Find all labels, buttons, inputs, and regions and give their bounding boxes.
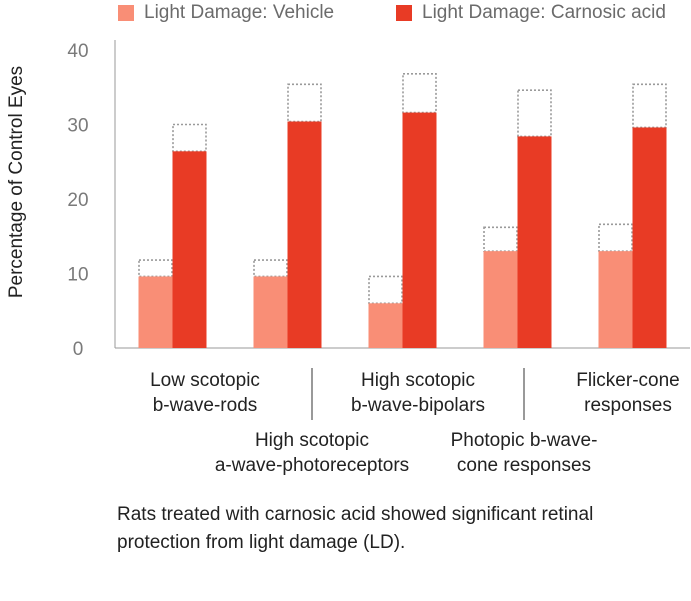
category-label-4-line1: Flicker-cone bbox=[576, 370, 680, 391]
error-box-s1-c0 bbox=[172, 123, 207, 153]
y-tick-label-0: 0 bbox=[73, 339, 84, 360]
bar-s0-c4 bbox=[598, 251, 633, 348]
category-label-2-line1: High scotopic bbox=[360, 370, 476, 391]
chart-caption: Rats treated with carnosic acid showed s… bbox=[117, 501, 677, 557]
bar-s1-c1 bbox=[287, 121, 322, 349]
category-label-4: Flicker-cone responses bbox=[576, 368, 679, 418]
y-axis-title: Percentage of Control Eyes bbox=[6, 66, 27, 298]
error-box-s0-c1 bbox=[253, 259, 288, 278]
caption-line-1: Rats treated with carnosic acid showed s… bbox=[117, 504, 594, 525]
category-label-0-line2: b-wave-rods bbox=[152, 395, 258, 416]
bar-s0-c0 bbox=[138, 276, 173, 348]
legend-swatch-carnosic-acid bbox=[396, 5, 412, 21]
error-box-s0-c0 bbox=[138, 259, 173, 278]
error-box-s1-c3 bbox=[517, 89, 552, 138]
category-label-1-line1: High scotopic bbox=[254, 430, 370, 451]
bar-s0-c2 bbox=[368, 303, 403, 348]
bar-s0-c1 bbox=[253, 276, 288, 348]
bar-s1-c3 bbox=[517, 136, 552, 348]
category-label-3-line2: cone responses bbox=[456, 455, 592, 476]
category-label-2: High scotopic b-wave-bipolars bbox=[351, 368, 485, 418]
legend-item-vehicle: Light Damage: Vehicle bbox=[118, 2, 334, 24]
error-box-s1-c2 bbox=[402, 73, 437, 114]
bar-s0-c3 bbox=[483, 251, 518, 348]
category-label-3: Photopic b-wave- cone responses bbox=[451, 428, 598, 478]
legend-item-carnosic-acid: Light Damage: Carnosic acid bbox=[396, 2, 666, 24]
legend-label-carnosic-acid: Light Damage: Carnosic acid bbox=[422, 2, 666, 23]
bar-s1-c4 bbox=[632, 127, 667, 348]
chart-legend: Light Damage: Vehicle Light Damage: Carn… bbox=[0, 2, 691, 28]
error-box-s0-c3 bbox=[483, 226, 518, 252]
category-label-2-line2: b-wave-bipolars bbox=[350, 395, 486, 416]
category-label-3-line1: Photopic b-wave- bbox=[450, 430, 598, 451]
bar-s1-c2 bbox=[402, 112, 437, 348]
y-tick-label-3: 30 bbox=[67, 116, 88, 137]
bar-chart: 0 10 20 30 40 Percentage of Control Eyes bbox=[6, 40, 690, 420]
category-label-4-line2: responses bbox=[584, 395, 672, 416]
legend-label-vehicle: Light Damage: Vehicle bbox=[144, 2, 335, 23]
caption-line-2: protection from light damage (LD). bbox=[117, 532, 406, 553]
error-box-s1-c1 bbox=[287, 83, 322, 123]
y-tick-label-2: 20 bbox=[67, 190, 88, 211]
y-tick-label-4: 40 bbox=[67, 41, 88, 62]
y-tick-label-1: 10 bbox=[67, 265, 88, 286]
category-label-1-line2: a-wave-photoreceptors bbox=[214, 455, 410, 476]
error-box-s0-c2 bbox=[368, 275, 403, 305]
legend-swatch-vehicle bbox=[118, 5, 134, 21]
error-box-s1-c4 bbox=[632, 83, 667, 129]
bar-s1-c0 bbox=[172, 151, 207, 348]
category-label-0: Low scotopic b-wave-rods bbox=[150, 368, 260, 418]
category-label-0-line1: Low scotopic bbox=[150, 370, 260, 391]
category-label-1: High scotopic a-wave-photoreceptors bbox=[215, 428, 409, 478]
error-box-s0-c4 bbox=[598, 223, 633, 252]
